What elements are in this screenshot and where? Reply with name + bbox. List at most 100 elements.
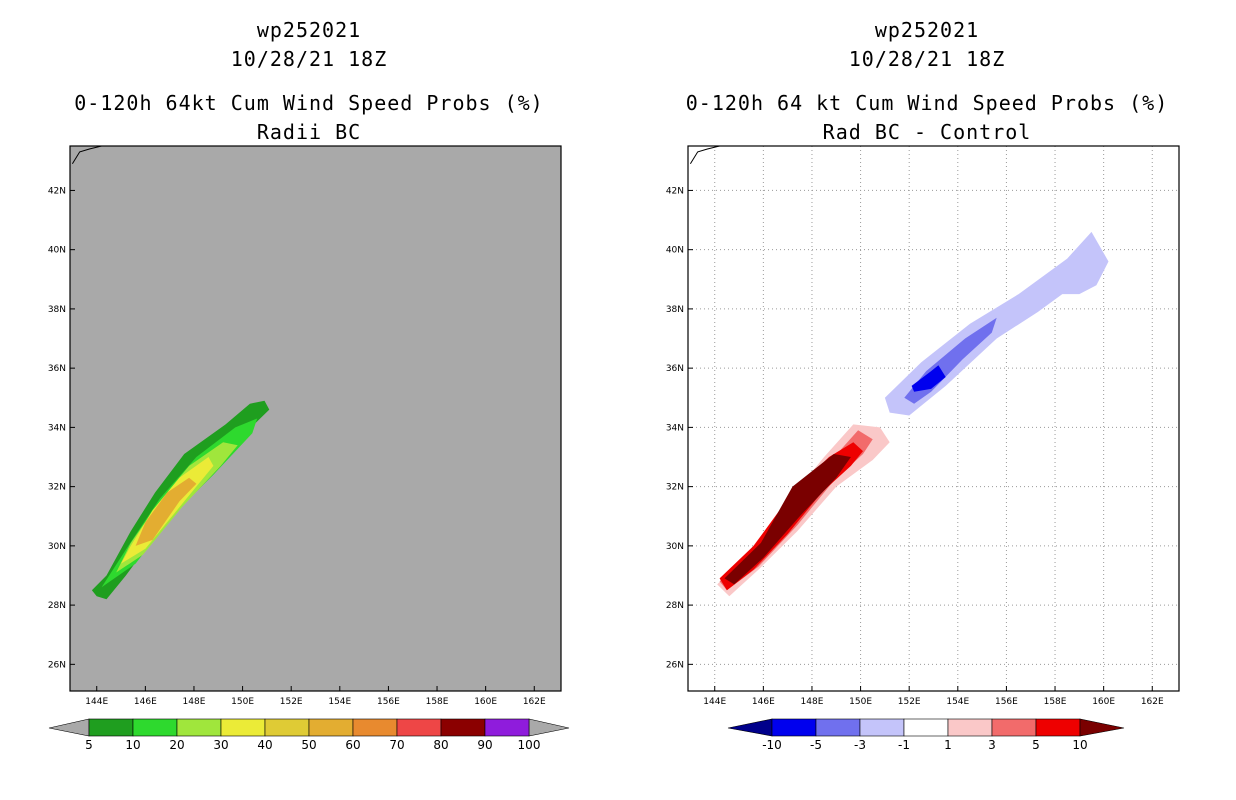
x-tick-label: 144E — [85, 697, 108, 707]
right-chart-panel: wp252021 10/28/21 18Z 0-120h 64 kt Cum W… — [618, 0, 1236, 800]
colorbar-swatch — [815, 718, 861, 737]
y-tick-label: 32N — [48, 483, 66, 493]
chart-title-datetime: 10/28/21 18Z — [230, 47, 388, 71]
chart-subtitle: Radii BC — [256, 120, 362, 144]
y-tick-label: 28N — [666, 601, 684, 611]
y-tick-label: 40N — [48, 246, 66, 256]
contour-region-neg5 — [911, 365, 946, 392]
contour-region-10 — [724, 454, 851, 585]
y-tick-label: 38N — [666, 305, 684, 315]
contour-region-40 — [135, 477, 197, 546]
x-tick-label: 148E — [801, 697, 824, 707]
colorbar-swatch — [947, 718, 993, 737]
y-tick-label: 26N — [666, 660, 684, 670]
y-tick-label: 42N — [666, 186, 684, 196]
plot-frame — [69, 145, 562, 692]
colorbar-tip-left — [48, 718, 90, 737]
left-chart-panel: wp252021 10/28/21 18Z 0-120h 64kt Cum Wi… — [48, 18, 570, 752]
x-tick-label: 160E — [1092, 697, 1115, 707]
y-tick-label: 36N — [48, 364, 66, 374]
x-tick-label: 162E — [523, 697, 546, 707]
colorbar-label: -3 — [854, 738, 866, 752]
colorbar-swatch — [440, 718, 486, 737]
colorbar-swatch — [352, 718, 398, 737]
colorbar-label: 90 — [477, 738, 492, 752]
colorbar-tip-left — [727, 718, 773, 737]
colorbar-label: 60 — [345, 738, 360, 752]
colorbar-swatch — [308, 718, 354, 737]
y-tick-label: 34N — [48, 423, 66, 433]
x-tick-label: 152E — [898, 697, 921, 707]
colorbar-label: 50 — [301, 738, 316, 752]
colorbar-label: 10 — [125, 738, 140, 752]
colorbar-label: 70 — [389, 738, 404, 752]
colorbar-label: 5 — [85, 738, 93, 752]
x-tick-label: 154E — [328, 697, 351, 707]
colorbar-swatch — [484, 718, 530, 737]
colorbar-label: -5 — [810, 738, 822, 752]
right-map-svg: 144E 146E 148E 150E 152E 154E 156E 158E 160E 162E… — [666, 145, 1180, 752]
colorbar-swatch — [991, 718, 1037, 737]
x-tick-label: 146E — [752, 697, 775, 707]
y-tick-label: 30N — [666, 542, 684, 552]
plot-area — [688, 146, 1179, 691]
x-tick-label: 160E — [474, 697, 497, 707]
colorbar-swatch — [264, 718, 310, 737]
colorbar-label: 10 — [1072, 738, 1087, 752]
coastline — [71, 146, 105, 165]
x-tick-label: 158E — [426, 697, 449, 707]
x-tick-label: 144E — [703, 697, 726, 707]
colorbar-swatch — [859, 718, 905, 737]
colorbar-label: 80 — [433, 738, 448, 752]
left-map-svg: 144E 146E 148E 150E 152E 154E 156E 158E 160E 162E… — [48, 145, 570, 752]
colorbar-label: 30 — [213, 738, 228, 752]
x-tick-label: 146E — [134, 697, 157, 707]
x-tick-label: 156E — [377, 697, 400, 707]
colorbar-swatch — [396, 718, 442, 737]
colorbar-label: 100 — [518, 738, 541, 752]
colorbar-label: -10 — [762, 738, 782, 752]
x-tick-label: 154E — [946, 697, 969, 707]
x-tick-label: 148E — [183, 697, 206, 707]
colorbar-label: 5 — [1032, 738, 1040, 752]
colorbar-swatch — [176, 718, 222, 737]
y-tick-label: 26N — [48, 660, 66, 670]
plot-frame — [687, 145, 1180, 692]
chart-title-storm-id: wp252021 — [256, 18, 362, 42]
x-tick-label: 150E — [231, 697, 254, 707]
colorbar-swatch — [903, 718, 949, 737]
colorbar-label: 1 — [944, 738, 952, 752]
y-tick-label: 28N — [48, 601, 66, 611]
y-tick-label: 32N — [666, 483, 684, 493]
colorbar: 5 10 20 30 40 50 60 70 80 90 100 — [48, 718, 570, 752]
coastline — [689, 146, 723, 165]
colorbar-label: -1 — [898, 738, 910, 752]
colorbar-swatch — [1035, 718, 1081, 737]
colorbar-label: 40 — [257, 738, 272, 752]
colorbar-label: 20 — [169, 738, 184, 752]
x-tick-label: 150E — [849, 697, 872, 707]
y-tick-label: 42N — [48, 186, 66, 196]
y-tick-label: 30N — [48, 542, 66, 552]
plot-background — [70, 146, 561, 691]
y-tick-label: 36N — [666, 364, 684, 374]
colorbar-label: 3 — [988, 738, 996, 752]
chart-subtitle: Rad BC - Control — [822, 120, 1032, 144]
chart-title-storm-id: wp252021 — [874, 18, 980, 42]
x-tick-label: 158E — [1044, 697, 1067, 707]
x-tick-label: 152E — [280, 697, 303, 707]
y-tick-label: 38N — [48, 305, 66, 315]
colorbar-tip-right — [1079, 718, 1125, 737]
colorbar-swatch — [220, 718, 266, 737]
y-tick-label: 40N — [666, 246, 684, 256]
chart-title-product: 0-120h 64 kt Cum Wind Speed Probs (%) — [685, 91, 1169, 115]
x-tick-label: 162E — [1141, 697, 1164, 707]
colorbar-swatch — [132, 718, 178, 737]
chart-title-product: 0-120h 64kt Cum Wind Speed Probs (%) — [74, 91, 544, 115]
colorbar-swatch — [88, 718, 134, 737]
x-tick-label: 156E — [995, 697, 1018, 707]
chart-title-datetime: 10/28/21 18Z — [848, 47, 1006, 71]
colorbar: -10 -5 -3 -1 1 3 5 10 — [727, 718, 1125, 752]
y-tick-label: 34N — [666, 423, 684, 433]
colorbar-swatch — [771, 718, 817, 737]
